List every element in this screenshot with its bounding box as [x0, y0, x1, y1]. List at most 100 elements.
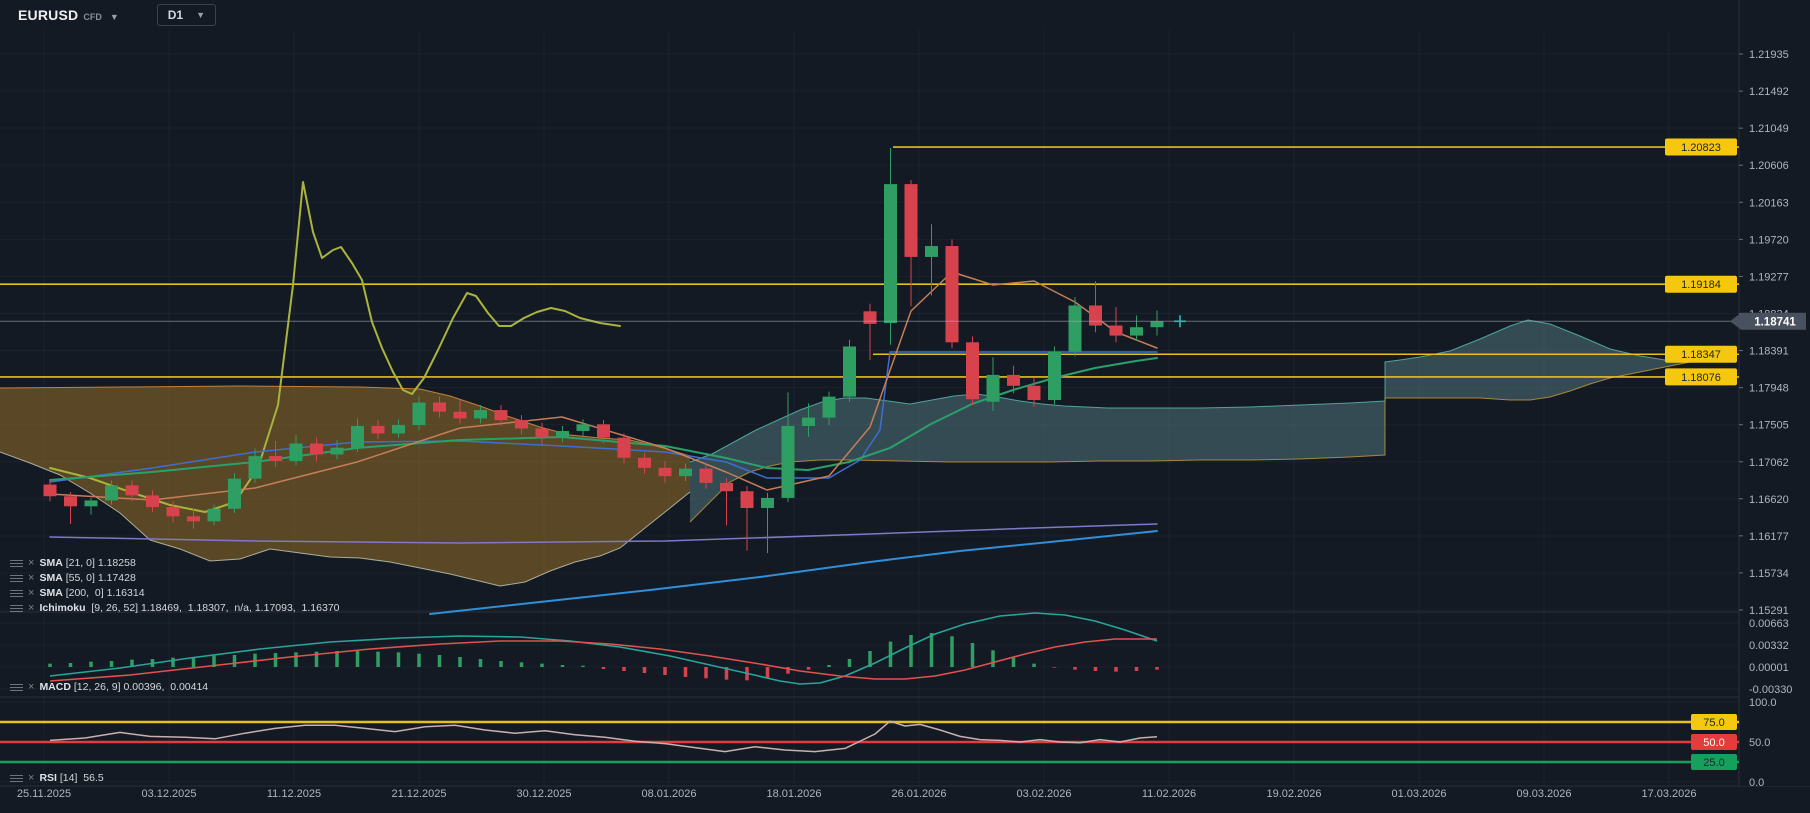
candle — [986, 374, 1000, 402]
candle — [84, 500, 98, 507]
svg-text:1.18076: 1.18076 — [1681, 372, 1721, 384]
indicator-settings-icon[interactable] — [10, 682, 23, 691]
indicator-value: 1.18469, 1.18307, n/a, 1.17093, 1.16370 — [141, 601, 340, 614]
indicator-settings-icon[interactable] — [10, 588, 23, 597]
candle — [371, 425, 385, 434]
candle — [1007, 374, 1020, 386]
ichimoku-clouds — [0, 319, 1691, 587]
candle — [289, 443, 303, 462]
candle — [1089, 305, 1102, 326]
candle — [1150, 321, 1164, 328]
svg-text:1.15734: 1.15734 — [1749, 568, 1789, 580]
rsi-pane[interactable] — [0, 720, 1739, 764]
svg-text:1.20163: 1.20163 — [1749, 197, 1789, 209]
svg-text:1.15291: 1.15291 — [1749, 605, 1789, 617]
legend-row-sma200: × SMA [200, 0] 1.16314 — [10, 585, 340, 600]
symbol-name: EURUSD — [18, 7, 79, 23]
svg-text:25.11.2025: 25.11.2025 — [17, 788, 71, 800]
ichimoku-cloud-forward — [690, 320, 1690, 522]
indicator-settings-icon[interactable] — [10, 573, 23, 582]
indicator-params: [14] — [59, 771, 78, 784]
candle — [351, 425, 364, 448]
current-price-tag — [1730, 312, 1806, 330]
candle — [720, 482, 733, 492]
indicator-remove-icon[interactable]: × — [28, 771, 35, 784]
candle — [228, 478, 241, 509]
candle — [781, 425, 795, 498]
candle — [310, 443, 323, 455]
svg-text:1.18741: 1.18741 — [1754, 316, 1796, 328]
candles — [43, 148, 1164, 554]
candle — [761, 497, 774, 508]
svg-text:11.12.2025: 11.12.2025 — [267, 788, 321, 800]
svg-text:26.01.2026: 26.01.2026 — [891, 788, 946, 800]
svg-text:25.0: 25.0 — [1703, 757, 1724, 769]
timeframe-selector[interactable]: D1 ▼ — [156, 4, 217, 26]
chart-toolbar: EURUSD CFD ▼ D1 ▼ — [0, 0, 217, 30]
indicator-params: [9, 26, 52] — [91, 601, 139, 614]
sma-200-line — [49, 523, 1158, 544]
indicator-value: 1.17428 — [97, 571, 136, 584]
legend-row-rsi: × RSI [14] 56.5 — [10, 770, 104, 785]
candle — [904, 184, 918, 257]
indicator-params: [12, 26, 9] — [73, 680, 121, 693]
indicator-label: SMA — [39, 586, 63, 599]
svg-text:03.12.2025: 03.12.2025 — [141, 788, 196, 800]
candle — [966, 342, 979, 400]
pane-separators — [0, 0, 1810, 787]
svg-text:0.00663: 0.00663 — [1749, 618, 1789, 630]
macd-line — [49, 612, 1158, 685]
svg-text:1.19184: 1.19184 — [1681, 279, 1721, 291]
indicator-remove-icon[interactable]: × — [28, 601, 35, 614]
indicator-settings-icon[interactable] — [10, 558, 23, 567]
svg-text:100.0: 100.0 — [1749, 697, 1777, 709]
indicator-remove-icon[interactable]: × — [28, 556, 35, 569]
indicator-remove-icon[interactable]: × — [28, 571, 35, 584]
ichimoku-cloud-past — [0, 386, 690, 586]
candle — [576, 424, 590, 431]
svg-text:1.21492: 1.21492 — [1749, 86, 1789, 98]
candle — [125, 485, 139, 496]
svg-text:75.0: 75.0 — [1703, 717, 1724, 729]
rsi-line — [49, 720, 1158, 753]
svg-text:1.20823: 1.20823 — [1681, 142, 1721, 154]
svg-text:08.01.2026: 08.01.2026 — [641, 788, 696, 800]
price-levels — [0, 146, 1739, 378]
chevron-down-icon: ▼ — [109, 12, 119, 22]
candle — [166, 507, 180, 517]
candle — [802, 417, 815, 426]
svg-text:11.02.2026: 11.02.2026 — [1142, 788, 1196, 800]
indicator-remove-icon[interactable]: × — [28, 680, 35, 693]
candle — [1109, 325, 1123, 336]
timeframe-value: D1 — [167, 8, 184, 22]
indicator-settings-icon[interactable] — [10, 603, 23, 612]
svg-text:01.03.2026: 01.03.2026 — [1391, 788, 1446, 800]
candle — [1027, 385, 1041, 401]
candle — [64, 496, 77, 507]
macd-pane[interactable] — [48, 612, 1159, 685]
candle — [884, 184, 897, 324]
svg-text:50.0: 50.0 — [1703, 737, 1724, 749]
price-axis[interactable]: 1.21935 1.21492 1.21049 1.20606 1.20163 1.197… — [1739, 0, 1810, 789]
svg-text:19.02.2026: 19.02.2026 — [1266, 788, 1321, 800]
svg-text:1.19277: 1.19277 — [1749, 271, 1789, 283]
candle — [248, 456, 262, 479]
sma-55-line — [429, 530, 1158, 615]
rsi-level-tag — [1691, 734, 1737, 750]
time-axis[interactable]: 25.11.2025 03.12.2025 11.12.2025 21.12.2025… — [17, 788, 1697, 800]
indicator-remove-icon[interactable]: × — [28, 586, 35, 599]
candle — [330, 447, 344, 455]
symbol-selector[interactable]: EURUSD CFD ▼ — [0, 3, 129, 27]
indicator-settings-icon[interactable] — [10, 773, 23, 782]
macd-signal-line — [49, 638, 1157, 682]
candle — [535, 428, 549, 437]
candle — [863, 311, 877, 324]
candle — [146, 495, 159, 508]
svg-text:0.00001: 0.00001 — [1749, 662, 1789, 674]
svg-text:0.00332: 0.00332 — [1749, 640, 1789, 652]
legend-row-macd: × MACD [12, 26, 9] 0.00396, 0.00414 — [10, 679, 208, 694]
price-level-tag — [1665, 138, 1737, 156]
indicator-params: [21, 0] — [65, 556, 95, 569]
